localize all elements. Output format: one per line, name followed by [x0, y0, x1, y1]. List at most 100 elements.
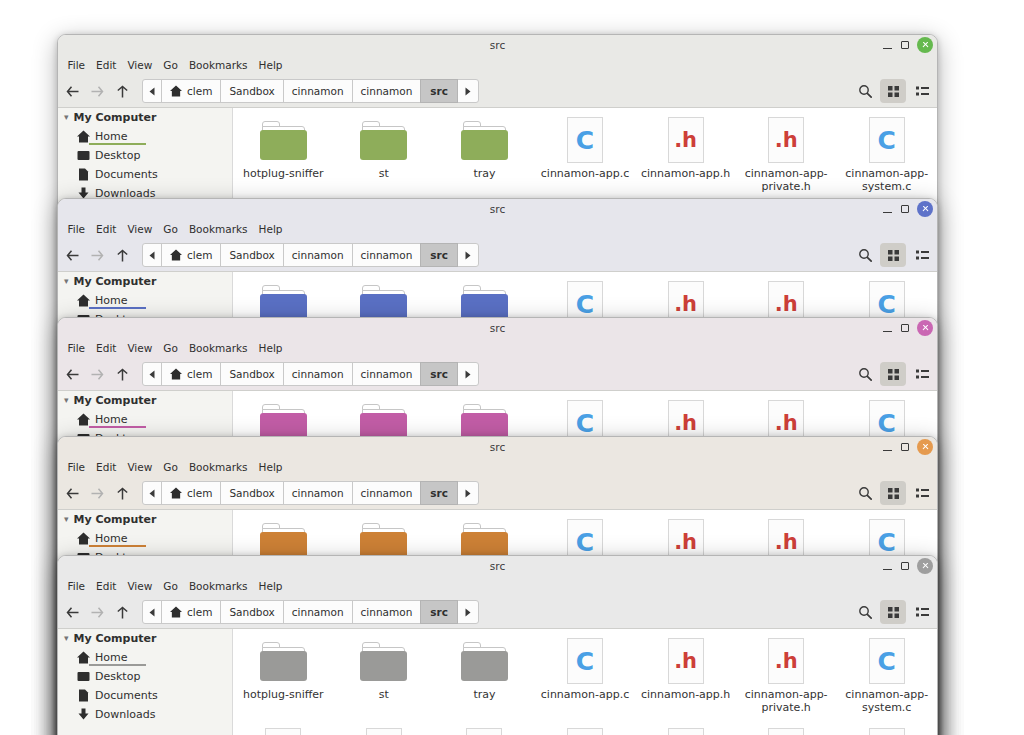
sidebar-item-home[interactable]: Home [58, 127, 232, 146]
search-button[interactable] [853, 600, 877, 624]
sidebar-item-desktop[interactable]: Desktop [58, 667, 232, 686]
expander-icon[interactable]: ▾ [64, 396, 69, 405]
file-cinnamon-app-h[interactable]: .h cinnamon-app.h [635, 637, 736, 727]
grid-view-button[interactable] [880, 481, 906, 505]
expander-icon[interactable]: ▾ [64, 277, 69, 286]
forward-button[interactable] [85, 600, 110, 624]
forward-button[interactable] [85, 481, 110, 505]
close-button[interactable] [917, 558, 933, 574]
sidebar-item-documents[interactable]: Documents [58, 165, 232, 184]
breadcrumb-cinnamon-1[interactable]: cinnamon [283, 600, 353, 624]
menu-go[interactable]: Go [158, 56, 184, 74]
file-cinnamon-app-c[interactable]: C cinnamon-app.c [535, 637, 636, 727]
breadcrumb-cinnamon-1[interactable]: cinnamon [283, 243, 353, 267]
menu-bookmarks[interactable]: Bookmarks [183, 458, 253, 476]
folder-st[interactable]: st [334, 637, 435, 727]
folder-hotplug-sniffer[interactable]: hotplug-sniffer [233, 116, 334, 206]
file-item[interactable] [736, 727, 837, 735]
breadcrumb-cinnamon-2[interactable]: cinnamon [352, 481, 422, 505]
maximize-button[interactable] [901, 205, 910, 214]
menu-help[interactable]: Help [253, 220, 288, 238]
folder-tray[interactable]: tray [434, 637, 535, 727]
sidebar-my-computer[interactable]: ▾ My Computer [58, 391, 232, 410]
breadcrumb-cinnamon-1[interactable]: cinnamon [283, 362, 353, 386]
minimize-button[interactable] [882, 558, 893, 574]
back-button[interactable] [60, 600, 85, 624]
breadcrumb-sandbox[interactable]: Sandbox [220, 243, 283, 267]
breadcrumb-src[interactable]: src [420, 362, 458, 386]
file-item[interactable] [535, 727, 636, 735]
menu-help[interactable]: Help [253, 458, 288, 476]
file-item[interactable] [434, 727, 535, 735]
folder-st[interactable]: st [334, 116, 435, 206]
sidebar-my-computer[interactable]: ▾ My Computer [58, 108, 232, 127]
menu-view[interactable]: View [122, 56, 158, 74]
close-button[interactable] [917, 439, 933, 455]
minimize-button[interactable] [882, 320, 893, 336]
list-view-button[interactable] [909, 243, 935, 267]
list-view-button[interactable] [909, 481, 935, 505]
breadcrumb-scroll-right[interactable] [457, 243, 479, 267]
list-view-button[interactable] [909, 600, 935, 624]
up-button[interactable] [110, 362, 135, 386]
menu-file[interactable]: File [62, 458, 91, 476]
menu-view[interactable]: View [122, 220, 158, 238]
search-button[interactable] [853, 243, 877, 267]
search-button[interactable] [853, 79, 877, 103]
minimize-button[interactable] [882, 201, 893, 217]
sidebar-item-desktop[interactable]: Desktop [58, 146, 232, 165]
file-item[interactable] [334, 727, 435, 735]
expander-icon[interactable]: ▾ [64, 515, 69, 524]
titlebar[interactable]: src [58, 318, 937, 338]
close-button[interactable] [917, 201, 933, 217]
breadcrumb-home[interactable]: clem [161, 481, 221, 505]
grid-view-button[interactable] [880, 79, 906, 103]
maximize-button[interactable] [901, 324, 910, 333]
breadcrumb-scroll-left[interactable] [142, 481, 162, 505]
menu-bookmarks[interactable]: Bookmarks [183, 56, 253, 74]
back-button[interactable] [60, 79, 85, 103]
breadcrumb-home[interactable]: clem [161, 79, 221, 103]
breadcrumb-sandbox[interactable]: Sandbox [220, 79, 283, 103]
file-cinnamon-app-private-h[interactable]: .h cinnamon-app-private.h [736, 637, 837, 727]
maximize-button[interactable] [901, 41, 910, 50]
breadcrumb-scroll-right[interactable] [457, 362, 479, 386]
menu-bookmarks[interactable]: Bookmarks [183, 577, 253, 595]
menu-file[interactable]: File [62, 220, 91, 238]
file-item[interactable] [836, 727, 937, 735]
breadcrumb-scroll-left[interactable] [142, 243, 162, 267]
menu-help[interactable]: Help [253, 339, 288, 357]
menu-edit[interactable]: Edit [91, 458, 122, 476]
breadcrumb-cinnamon-2[interactable]: cinnamon [352, 362, 422, 386]
back-button[interactable] [60, 481, 85, 505]
back-button[interactable] [60, 243, 85, 267]
up-button[interactable] [110, 481, 135, 505]
close-button[interactable] [917, 37, 933, 53]
breadcrumb-home[interactable]: clem [161, 243, 221, 267]
menu-go[interactable]: Go [158, 577, 184, 595]
breadcrumb-scroll-left[interactable] [142, 600, 162, 624]
breadcrumb-cinnamon-2[interactable]: cinnamon [352, 79, 422, 103]
menu-edit[interactable]: Edit [91, 220, 122, 238]
breadcrumb-scroll-left[interactable] [142, 362, 162, 386]
sidebar-item-home[interactable]: Home [58, 648, 232, 667]
file-item[interactable] [233, 727, 334, 735]
expander-icon[interactable]: ▾ [64, 113, 69, 122]
breadcrumb-scroll-right[interactable] [457, 600, 479, 624]
breadcrumb-sandbox[interactable]: Sandbox [220, 362, 283, 386]
sidebar-my-computer[interactable]: ▾ My Computer [58, 510, 232, 529]
menu-file[interactable]: File [62, 577, 91, 595]
menu-edit[interactable]: Edit [91, 56, 122, 74]
file-item[interactable] [635, 727, 736, 735]
menu-edit[interactable]: Edit [91, 339, 122, 357]
file-cinnamon-app-c[interactable]: C cinnamon-app.c [535, 116, 636, 206]
menu-view[interactable]: View [122, 458, 158, 476]
sidebar-item-home[interactable]: Home [58, 529, 232, 548]
minimize-button[interactable] [882, 37, 893, 53]
expander-icon[interactable]: ▾ [64, 634, 69, 643]
menu-view[interactable]: View [122, 577, 158, 595]
up-button[interactable] [110, 243, 135, 267]
search-button[interactable] [853, 362, 877, 386]
sidebar-item-home[interactable]: Home [58, 291, 232, 310]
grid-view-button[interactable] [880, 243, 906, 267]
